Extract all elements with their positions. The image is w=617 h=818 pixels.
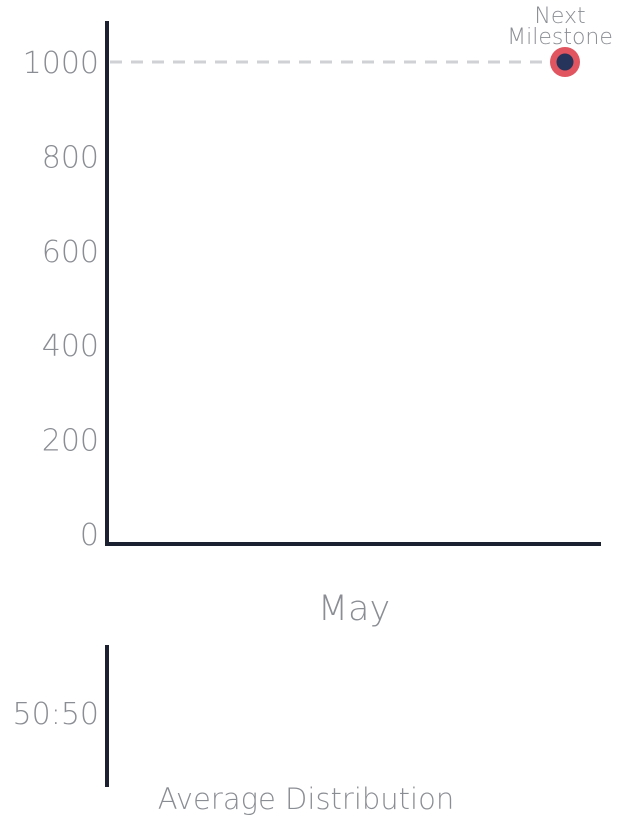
y-tick-label: 600 (42, 235, 99, 270)
milestone-label-line2: Milestone (507, 25, 613, 50)
main-chart: 0 200 400 600 800 1000 Next Milestone May (23, 4, 613, 629)
y-tick-label: 1000 (23, 46, 99, 81)
y-tick-label: 400 (42, 329, 99, 364)
y-axis-ticks: 0 200 400 600 800 1000 (23, 46, 99, 553)
data-points (550, 47, 580, 77)
distribution-chart: 50:50 Average Distribution (13, 645, 455, 816)
milestone-point (556, 53, 574, 71)
y-tick-label: 0 (80, 518, 99, 553)
distribution-x-label: Average Distribution (158, 782, 455, 816)
milestone-label-line1: Next (534, 4, 585, 29)
distribution-tick-label: 50:50 (13, 697, 99, 732)
x-axis-label: May (318, 589, 390, 629)
y-tick-label: 800 (42, 140, 99, 175)
y-tick-label: 200 (42, 424, 99, 459)
